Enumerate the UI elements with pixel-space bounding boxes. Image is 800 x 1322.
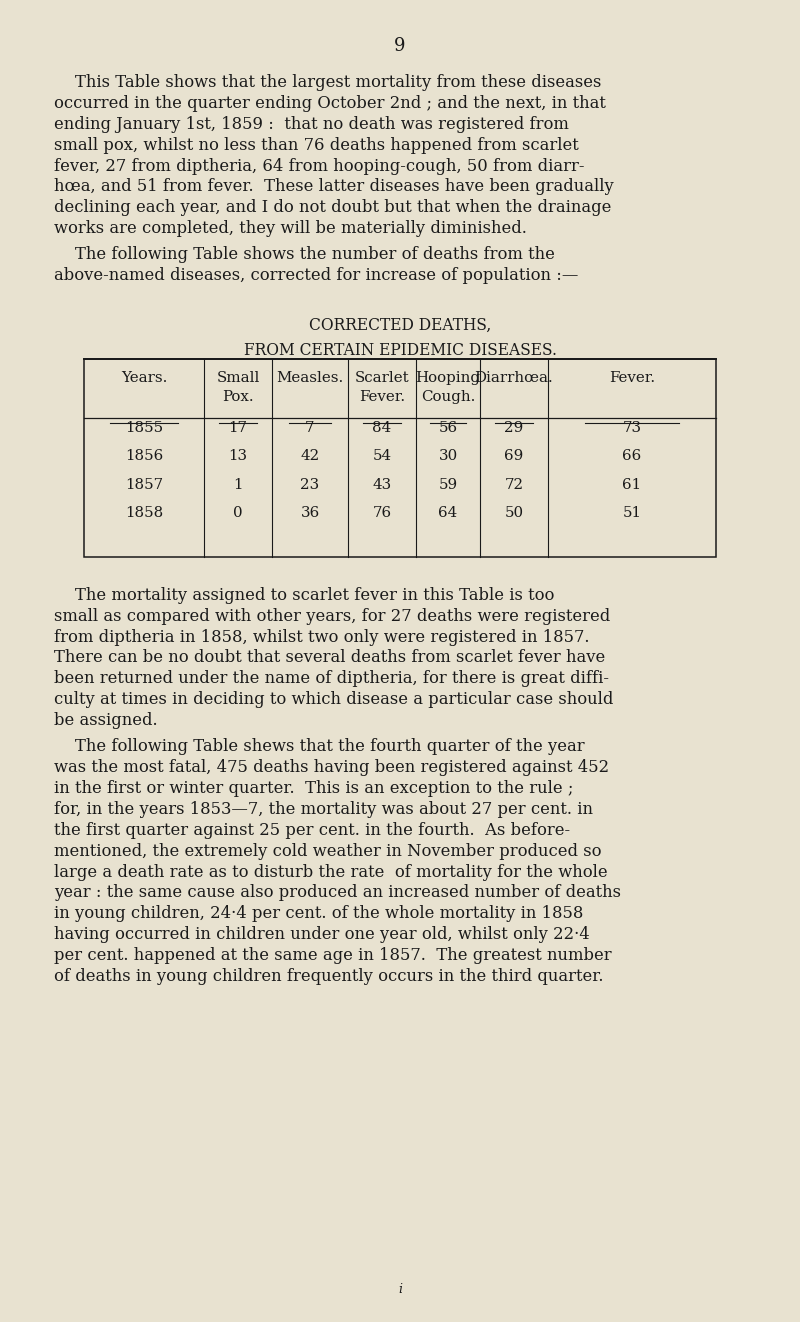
Text: occurred in the quarter ending October 2nd ; and the next, in that: occurred in the quarter ending October 2… [54, 95, 606, 112]
Text: 17: 17 [229, 422, 247, 435]
Text: mentioned, the extremely cold weather in November produced so: mentioned, the extremely cold weather in… [54, 842, 602, 859]
Text: 69: 69 [504, 449, 524, 464]
Text: 84: 84 [372, 422, 392, 435]
Text: 54: 54 [373, 449, 391, 464]
Text: The mortality assigned to scarlet fever in this Table is too: The mortality assigned to scarlet fever … [54, 587, 554, 604]
Text: 66: 66 [622, 449, 642, 464]
Text: 50: 50 [505, 506, 523, 520]
Text: from diptheria in 1858, whilst two only were registered in 1857.: from diptheria in 1858, whilst two only … [54, 628, 590, 645]
Text: Fever.: Fever. [609, 370, 655, 385]
Text: works are completed, they will be materially diminished.: works are completed, they will be materi… [54, 221, 527, 237]
Text: Fever.: Fever. [359, 390, 405, 405]
Text: 1: 1 [234, 477, 242, 492]
Text: in the first or winter quarter.  This is an exception to the rule ;: in the first or winter quarter. This is … [54, 780, 574, 797]
Text: 56: 56 [438, 422, 458, 435]
Text: 73: 73 [622, 422, 642, 435]
Text: declining each year, and I do not doubt but that when the drainage: declining each year, and I do not doubt … [54, 200, 612, 217]
Text: Diarrhœa.: Diarrhœa. [474, 370, 554, 385]
Text: Pox.: Pox. [222, 390, 254, 405]
Text: 1856: 1856 [125, 449, 163, 464]
Text: year : the same cause also produced an increased number of deaths: year : the same cause also produced an i… [54, 884, 622, 902]
Text: 43: 43 [372, 477, 392, 492]
Text: i: i [398, 1282, 402, 1296]
Text: of deaths in young children frequently occurs in the third quarter.: of deaths in young children frequently o… [54, 968, 604, 985]
Text: 1855: 1855 [125, 422, 163, 435]
Text: small pox, whilst no less than 76 deaths happened from scarlet: small pox, whilst no less than 76 deaths… [54, 136, 579, 153]
Text: fever, 27 from diptheria, 64 from hooping-cough, 50 from diarr-: fever, 27 from diptheria, 64 from hoopin… [54, 157, 585, 175]
Text: 61: 61 [622, 477, 642, 492]
Text: 13: 13 [229, 449, 247, 464]
Text: 42: 42 [300, 449, 320, 464]
Text: the first quarter against 25 per cent. in the fourth.  As before-: the first quarter against 25 per cent. i… [54, 822, 570, 838]
Text: was the most fatal, 475 deaths having been registered against 452: was the most fatal, 475 deaths having be… [54, 759, 610, 776]
Text: ending January 1st, 1859 :  that no death was registered from: ending January 1st, 1859 : that no death… [54, 116, 570, 132]
Text: Cough.: Cough. [421, 390, 475, 405]
Text: 30: 30 [438, 449, 458, 464]
Text: 9: 9 [394, 37, 406, 56]
Text: 1858: 1858 [125, 506, 163, 520]
Text: above-named diseases, corrected for increase of population :—: above-named diseases, corrected for incr… [54, 267, 578, 284]
Text: be assigned.: be assigned. [54, 713, 158, 728]
Text: for, in the years 1853—7, the mortality was about 27 per cent. in: for, in the years 1853—7, the mortality … [54, 801, 594, 818]
Text: small as compared with other years, for 27 deaths were registered: small as compared with other years, for … [54, 608, 610, 624]
Text: 76: 76 [373, 506, 391, 520]
Text: 59: 59 [438, 477, 458, 492]
Text: 1857: 1857 [125, 477, 163, 492]
Text: Hooping: Hooping [415, 370, 481, 385]
Text: This Table shows that the largest mortality from these diseases: This Table shows that the largest mortal… [54, 74, 602, 91]
Bar [84, 360, 716, 558]
Text: 29: 29 [504, 422, 524, 435]
Text: 64: 64 [438, 506, 458, 520]
Text: Years.: Years. [121, 370, 167, 385]
Text: There can be no doubt that several deaths from scarlet fever have: There can be no doubt that several death… [54, 649, 606, 666]
Text: FROM CERTAIN EPIDEMIC DISEASES.: FROM CERTAIN EPIDEMIC DISEASES. [243, 342, 557, 360]
Text: culty at times in deciding to which disease a particular case should: culty at times in deciding to which dise… [54, 691, 614, 709]
Text: having occurred in children under one year old, whilst only 22·4: having occurred in children under one ye… [54, 927, 590, 943]
Text: 7: 7 [306, 422, 314, 435]
Text: 51: 51 [622, 506, 642, 520]
Text: hœa, and 51 from fever.  These latter diseases have been gradually: hœa, and 51 from fever. These latter dis… [54, 178, 614, 196]
Text: Measles.: Measles. [276, 370, 344, 385]
Text: 36: 36 [300, 506, 320, 520]
Text: 0: 0 [233, 506, 243, 520]
Text: The following Table shews that the fourth quarter of the year: The following Table shews that the fourt… [54, 738, 585, 755]
Text: Scarlet: Scarlet [354, 370, 410, 385]
Text: CORRECTED DEATHS,: CORRECTED DEATHS, [309, 317, 491, 334]
Text: large a death rate as to disturb the rate  of mortality for the whole: large a death rate as to disturb the rat… [54, 863, 608, 880]
Text: Small: Small [216, 370, 260, 385]
Text: The following Table shows the number of deaths from the: The following Table shows the number of … [54, 246, 555, 263]
Text: been returned under the name of diptheria, for there is great diffi-: been returned under the name of diptheri… [54, 670, 610, 687]
Text: 23: 23 [300, 477, 320, 492]
Text: 72: 72 [505, 477, 523, 492]
Text: per cent. happened at the same age in 1857.  The greatest number: per cent. happened at the same age in 18… [54, 947, 612, 964]
Text: in young children, 24·4 per cent. of the whole mortality in 1858: in young children, 24·4 per cent. of the… [54, 906, 584, 923]
